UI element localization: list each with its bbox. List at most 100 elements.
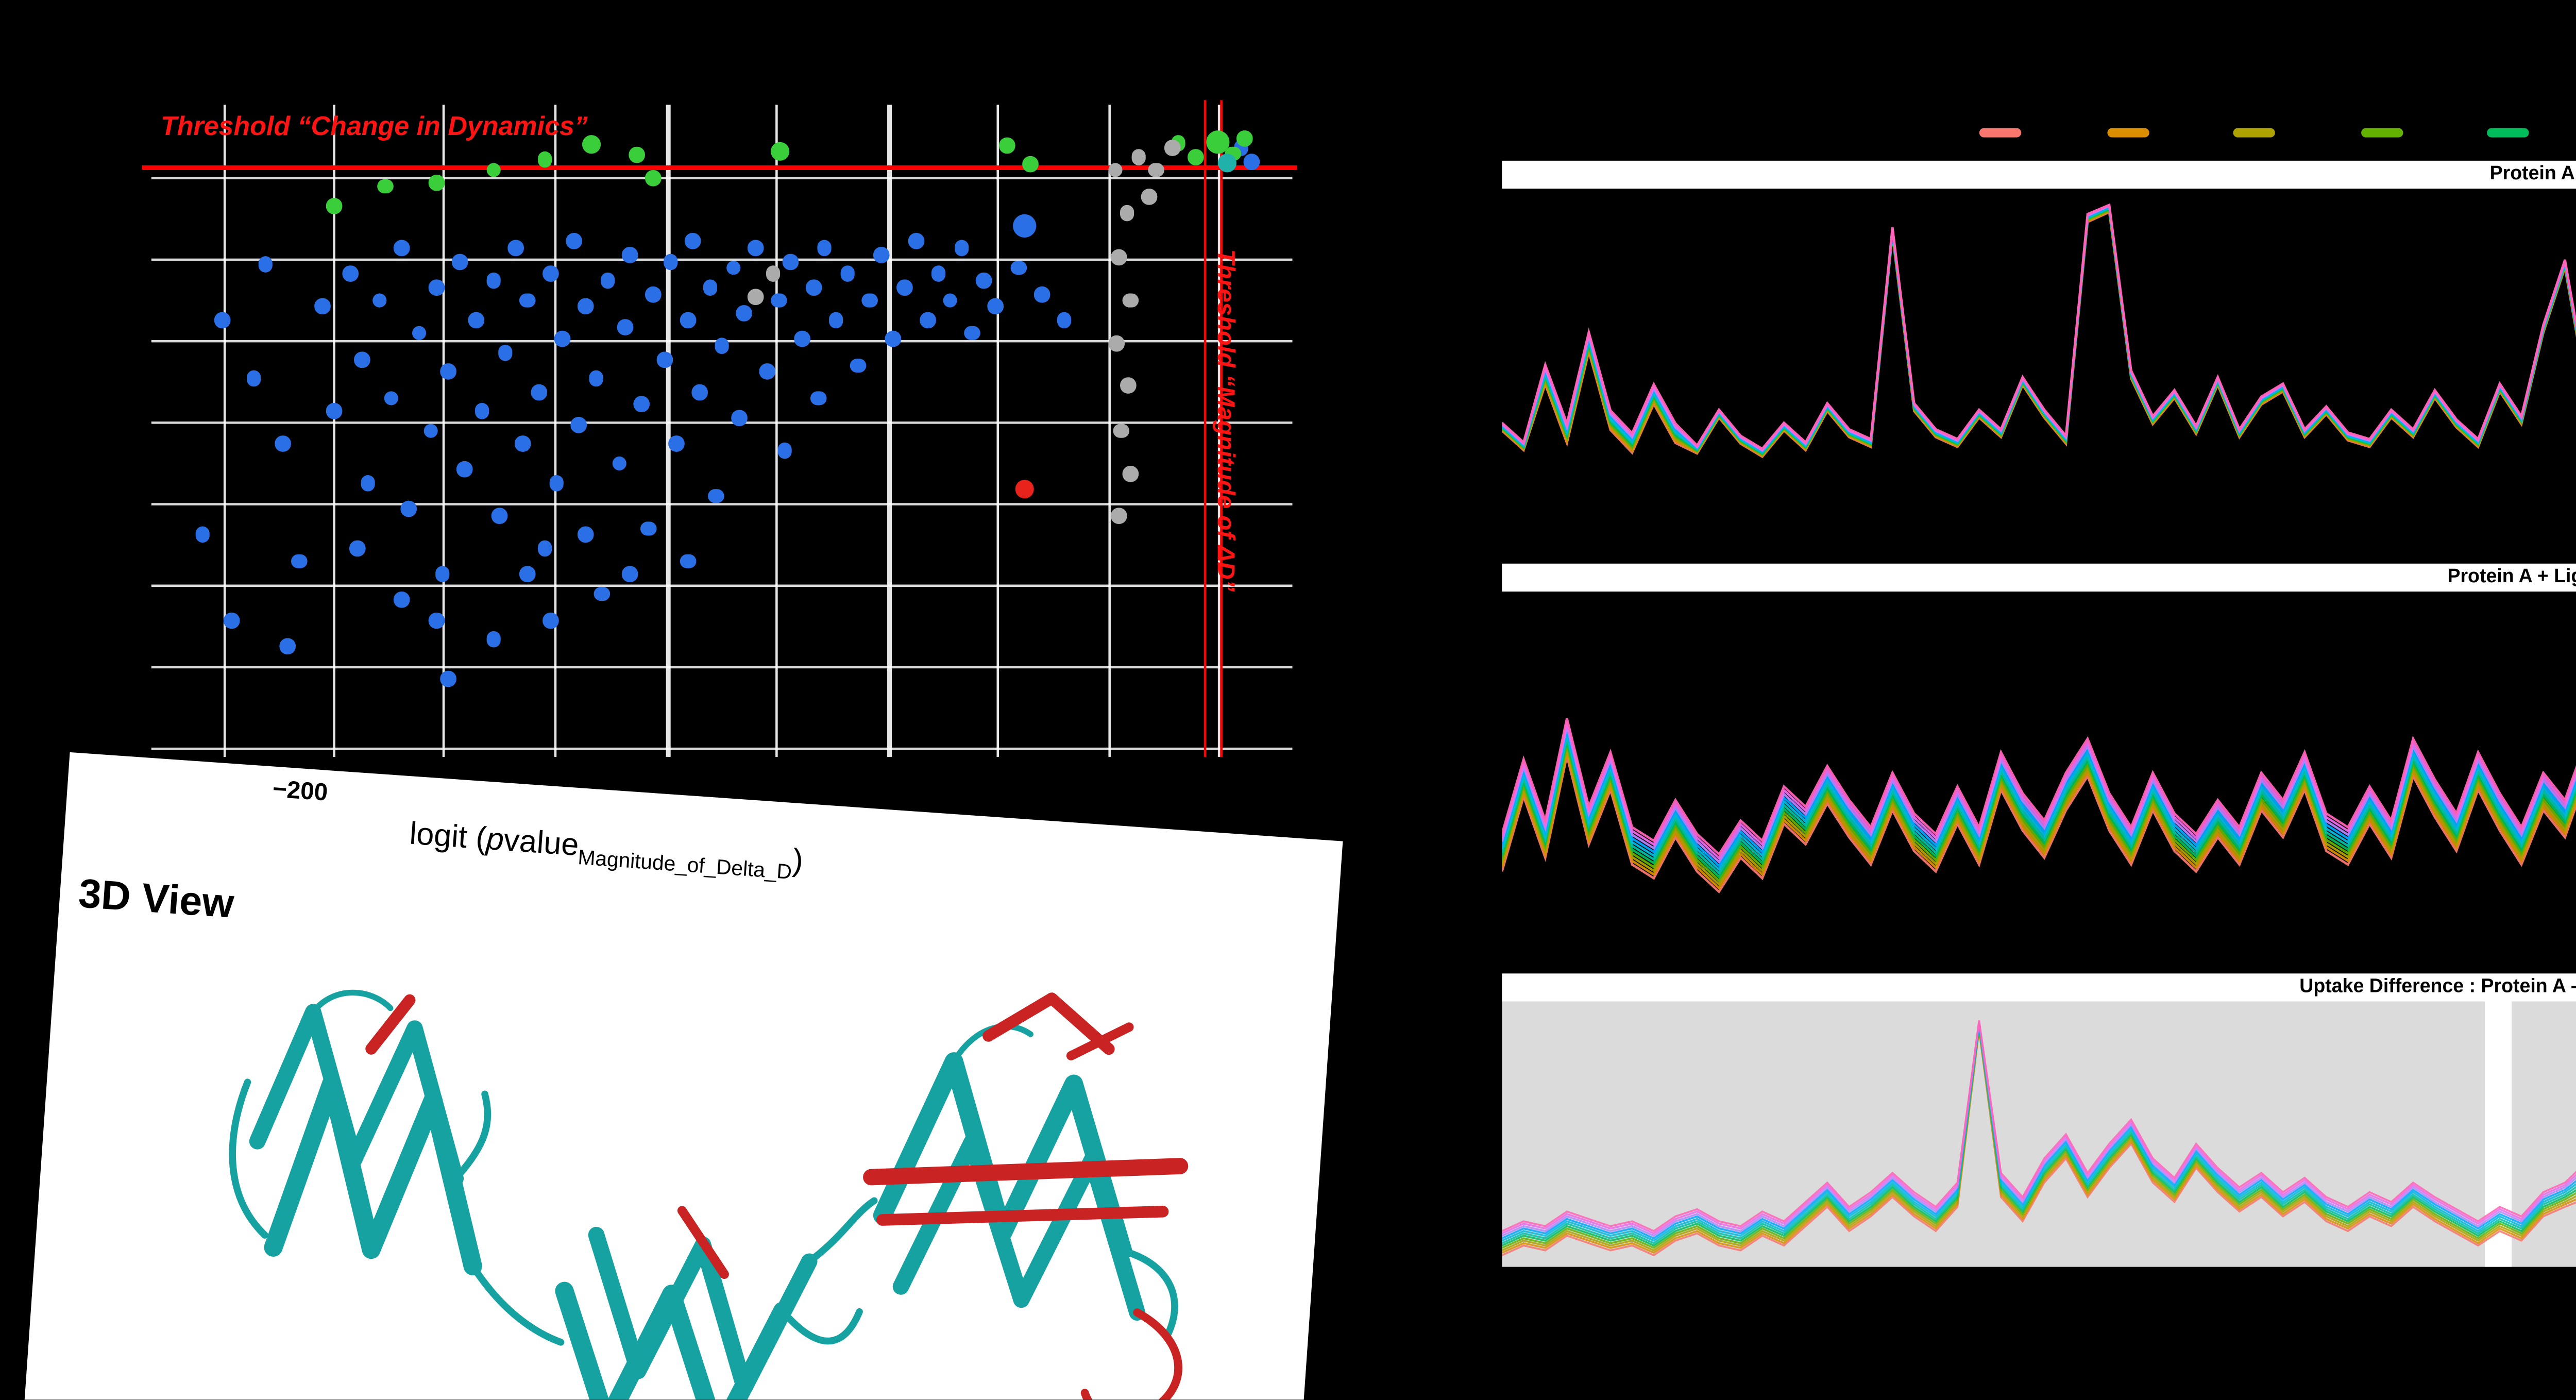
scatter-point[interactable] — [554, 331, 570, 348]
scatter-point[interactable] — [326, 403, 342, 419]
scatter-point[interactable] — [343, 266, 359, 282]
scatter-point[interactable] — [1119, 204, 1135, 221]
scatter-point[interactable] — [1012, 213, 1036, 238]
scatter-point[interactable] — [600, 273, 616, 289]
scatter-point[interactable] — [411, 325, 428, 341]
scatter-point[interactable] — [1010, 260, 1027, 276]
scatter-point[interactable] — [429, 175, 445, 191]
scatter-point[interactable] — [457, 462, 473, 478]
scatter-point[interactable] — [434, 566, 450, 582]
scatter-point[interactable] — [1130, 149, 1147, 165]
legend-swatch[interactable] — [2487, 128, 2529, 137]
legend-swatch[interactable] — [2360, 128, 2402, 137]
scatter-point[interactable] — [485, 273, 502, 289]
scatter-point[interactable] — [1113, 423, 1129, 439]
scatter-point[interactable] — [1033, 286, 1049, 302]
scatter-point[interactable] — [873, 247, 890, 263]
scatter-point[interactable] — [485, 631, 502, 648]
scatter-point[interactable] — [360, 475, 376, 491]
scatter-point[interactable] — [257, 257, 274, 273]
scatter-point[interactable] — [805, 279, 821, 296]
scatter-point[interactable] — [588, 370, 604, 387]
scatter-point[interactable] — [680, 312, 696, 328]
legend-swatch[interactable] — [1979, 128, 2022, 137]
scatter-point[interactable] — [817, 240, 833, 257]
scatter-point[interactable] — [383, 390, 399, 407]
scatter-point[interactable] — [1111, 508, 1127, 524]
scatter-point[interactable] — [314, 299, 331, 315]
scatter-point[interactable] — [292, 553, 308, 569]
scatter-point[interactable] — [622, 566, 639, 582]
scatter-point[interactable] — [531, 383, 548, 400]
scatter-point[interactable] — [223, 612, 240, 628]
scatter-point[interactable] — [771, 292, 787, 309]
scatter-point[interactable] — [737, 305, 753, 322]
scatter-point[interactable] — [429, 612, 445, 628]
scatter-point[interactable] — [214, 312, 230, 328]
scatter-point[interactable] — [645, 170, 662, 186]
legend-swatch[interactable] — [2233, 128, 2275, 137]
scatter-point[interactable] — [326, 198, 342, 214]
scatter-point[interactable] — [765, 266, 782, 282]
scatter-point[interactable] — [1236, 130, 1252, 147]
scatter-point[interactable] — [1022, 155, 1038, 172]
scatter-point[interactable] — [195, 527, 211, 543]
scatter-point[interactable] — [1111, 250, 1127, 266]
scatter-point[interactable] — [548, 475, 565, 491]
scatter-point[interactable] — [514, 436, 530, 452]
uptake-difference-chart[interactable] — [1502, 1001, 2576, 1267]
scatter-point[interactable] — [354, 351, 371, 367]
scatter-point[interactable] — [491, 508, 507, 524]
scatter-point[interactable] — [919, 312, 936, 328]
scatter-point[interactable] — [440, 670, 456, 687]
scatter-point[interactable] — [748, 289, 764, 306]
scatter-point[interactable] — [280, 638, 296, 654]
scatter-point[interactable] — [839, 266, 856, 282]
scatter-point[interactable] — [485, 162, 502, 178]
uptake-chart-protein-a-ligand[interactable] — [1502, 594, 2576, 957]
scatter-point[interactable] — [645, 286, 662, 302]
scatter-point[interactable] — [349, 540, 365, 556]
scatter-point[interactable] — [543, 266, 559, 282]
scatter-point[interactable] — [451, 253, 468, 269]
uptake-chart-protein-a[interactable] — [1502, 191, 2576, 541]
scatter-point[interactable] — [759, 364, 776, 380]
scatter-point[interactable] — [1108, 334, 1125, 351]
scatter-point[interactable] — [702, 279, 719, 296]
scatter-point[interactable] — [594, 586, 611, 602]
scatter-point[interactable] — [400, 501, 416, 517]
scatter-point[interactable] — [520, 566, 536, 582]
scatter-point[interactable] — [708, 488, 724, 504]
scatter-point[interactable] — [377, 178, 393, 194]
scatter-point[interactable] — [634, 397, 650, 413]
scatter-point[interactable] — [680, 553, 696, 569]
scatter-point[interactable] — [1142, 188, 1158, 204]
scatter-point[interactable] — [543, 612, 559, 628]
scatter-point[interactable] — [976, 273, 992, 289]
scatter-point[interactable] — [246, 370, 262, 387]
scatter-point[interactable] — [537, 540, 553, 556]
scatter-point[interactable] — [571, 416, 587, 432]
scatter-point[interactable] — [429, 279, 445, 296]
scatter-point[interactable] — [1056, 312, 1072, 328]
scatter-point[interactable] — [691, 383, 707, 400]
scatter-point[interactable] — [611, 456, 628, 471]
protein-structure[interactable] — [138, 914, 1279, 1400]
scatter-point[interactable] — [440, 364, 456, 380]
scatter-point[interactable] — [793, 331, 810, 348]
scatter-point[interactable] — [885, 331, 901, 348]
scatter-point[interactable] — [748, 240, 764, 257]
legend-swatch[interactable] — [2106, 128, 2148, 137]
scatter-point[interactable] — [769, 142, 788, 161]
scatter-point[interactable] — [953, 240, 970, 257]
scatter-point[interactable] — [1015, 479, 1034, 498]
scatter-point[interactable] — [811, 390, 827, 407]
scatter-point[interactable] — [851, 358, 867, 374]
scatter-point[interactable] — [497, 344, 513, 361]
scatter-point[interactable] — [628, 147, 645, 164]
scatter-point[interactable] — [617, 318, 633, 335]
scatter-point[interactable] — [999, 137, 1015, 154]
scatter-point[interactable] — [474, 403, 490, 419]
scatter-point[interactable] — [577, 299, 593, 315]
scatter-point[interactable] — [1164, 139, 1181, 155]
